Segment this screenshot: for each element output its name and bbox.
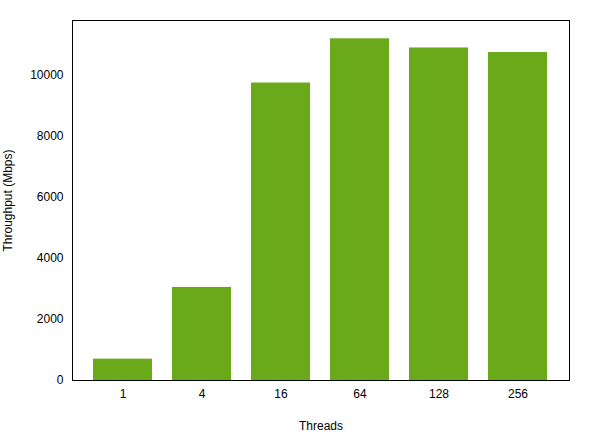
svg-text:128: 128 [429,387,449,401]
svg-text:Threads: Threads [299,419,343,432]
svg-text:10000: 10000 [30,68,64,82]
svg-text:4: 4 [199,387,206,401]
svg-text:8000: 8000 [37,129,64,143]
svg-text:4000: 4000 [37,251,64,265]
svg-text:2000: 2000 [37,312,64,326]
svg-text:64: 64 [353,387,367,401]
svg-text:6000: 6000 [37,190,64,204]
svg-text:Throughput (Mbps): Throughput (Mbps) [1,149,15,251]
svg-text:16: 16 [274,387,288,401]
svg-text:256: 256 [508,387,528,401]
svg-text:0: 0 [57,373,64,387]
svg-text:1: 1 [120,387,127,401]
